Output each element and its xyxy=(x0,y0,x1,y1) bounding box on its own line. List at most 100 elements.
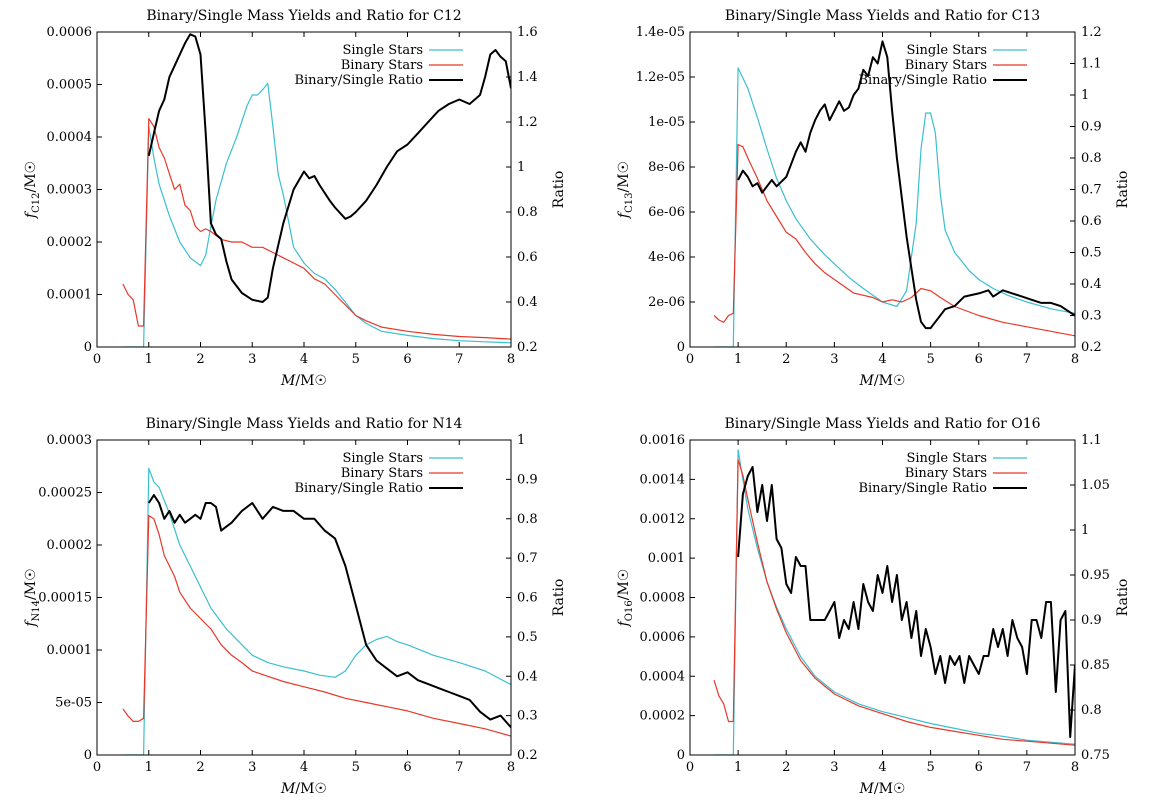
y2-tick-label: 0.4 xyxy=(517,669,538,684)
ratio-line xyxy=(147,494,511,729)
x-tick-label: 1 xyxy=(145,760,153,775)
legend-label: Binary Stars xyxy=(341,58,423,73)
x-tick-label: 1 xyxy=(145,352,153,367)
y2-tick-label: 0.3 xyxy=(517,709,538,724)
x-tick-label: 2 xyxy=(196,352,204,367)
y2-tick-label: 0.9 xyxy=(1081,120,1102,135)
binary-stars-line xyxy=(122,514,511,737)
x-tick-label: 4 xyxy=(878,352,886,367)
y2-tick-label: 1.1 xyxy=(1081,433,1102,448)
y2-tick-label: 0.6 xyxy=(1081,214,1102,229)
legend-label: Binary Stars xyxy=(341,466,423,481)
y2-tick-label: 1.1 xyxy=(1081,57,1102,72)
y2-tick-label: 0.4 xyxy=(1081,277,1102,292)
y2-tick-label: 1 xyxy=(1081,88,1089,103)
y2-tick-label: 0.8 xyxy=(517,205,538,220)
legend-label: Binary/Single Ratio xyxy=(294,481,423,496)
y-tick-label: 0.001 xyxy=(648,551,685,566)
ratio-line xyxy=(737,466,1075,738)
y-tick-label: 2e-06 xyxy=(648,295,685,310)
chart-o16: Binary/Single Mass Yields and Ratio for … xyxy=(616,416,1131,797)
y-tick-label: 8e-06 xyxy=(648,160,685,175)
x-tick-label: 7 xyxy=(1023,760,1031,775)
y-tick-label: 0.0014 xyxy=(640,472,686,487)
x-axis-label: M/M☉ xyxy=(859,373,906,389)
y-tick-label: 5e-05 xyxy=(55,696,92,711)
x-tick-label: 3 xyxy=(830,352,838,367)
x-tick-label: 0 xyxy=(93,352,101,367)
y-tick-label: 0 xyxy=(84,748,92,763)
y2-axis-label: Ratio xyxy=(1115,579,1131,617)
binary-stars-line xyxy=(713,143,1075,337)
x-tick-label: 3 xyxy=(248,352,256,367)
x-tick-label: 5 xyxy=(926,352,934,367)
y-tick-label: 0.0002 xyxy=(640,709,686,724)
binary-stars-line xyxy=(122,117,511,340)
chart-c12: Binary/Single Mass Yields and Ratio for … xyxy=(23,8,567,389)
y2-tick-label: 0.7 xyxy=(1081,183,1102,198)
y2-tick-label: 0.8 xyxy=(517,512,538,527)
x-tick-label: 4 xyxy=(300,352,308,367)
y2-tick-label: 1 xyxy=(517,433,525,448)
y2-tick-label: 1.2 xyxy=(517,115,538,130)
y-tick-label: 0.0004 xyxy=(640,669,686,684)
y2-tick-label: 1.2 xyxy=(1081,25,1102,40)
y-axis-label: fC12/M☉ xyxy=(23,161,42,219)
x-tick-label: 7 xyxy=(455,352,463,367)
chart-title: Binary/Single Mass Yields and Ratio for … xyxy=(724,416,1040,432)
y-tick-label: 1.2e-05 xyxy=(636,70,685,85)
y-tick-label: 0 xyxy=(677,748,685,763)
single-stars-line xyxy=(714,449,1075,755)
x-axis-label: M/M☉ xyxy=(859,781,906,797)
y2-tick-label: 0.2 xyxy=(1081,340,1102,355)
x-tick-label: 2 xyxy=(782,352,790,367)
x-tick-label: 8 xyxy=(1071,352,1079,367)
y2-axis-label: Ratio xyxy=(1115,171,1131,209)
x-tick-label: 2 xyxy=(196,760,204,775)
y-tick-label: 0.0008 xyxy=(640,591,686,606)
x-tick-label: 8 xyxy=(1071,760,1079,775)
y-tick-label: 0.0004 xyxy=(47,130,93,145)
y-tick-label: 0.0001 xyxy=(47,643,93,658)
y-tick-label: 0.0005 xyxy=(47,78,93,93)
y-tick-label: 1.4e-05 xyxy=(636,25,685,40)
x-tick-label: 7 xyxy=(455,760,463,775)
y2-tick-label: 0.6 xyxy=(517,250,538,265)
x-axis-label: M/M☉ xyxy=(280,781,327,797)
y2-tick-label: 0.9 xyxy=(1081,613,1102,628)
x-tick-label: 3 xyxy=(830,760,838,775)
chart-n14: Binary/Single Mass Yields and Ratio for … xyxy=(23,416,567,797)
legend-label: Single Stars xyxy=(342,451,423,466)
y2-tick-label: 0.5 xyxy=(1081,246,1102,261)
y2-tick-label: 1.05 xyxy=(1081,478,1110,493)
single-stars-line xyxy=(122,82,511,347)
y-tick-label: 4e-06 xyxy=(648,250,685,265)
y2-tick-label: 0.6 xyxy=(517,591,538,606)
legend-label: Binary/Single Ratio xyxy=(294,73,423,88)
chart-title: Binary/Single Mass Yields and Ratio for … xyxy=(725,8,1040,24)
legend-label: Binary/Single Ratio xyxy=(858,73,987,88)
y-tick-label: 0.0003 xyxy=(47,183,93,198)
y2-tick-label: 0.95 xyxy=(1081,568,1110,583)
y-tick-label: 0.0002 xyxy=(47,538,93,553)
chart-c13: Binary/Single Mass Yields and Ratio for … xyxy=(616,8,1131,389)
y2-tick-label: 1 xyxy=(1081,523,1089,538)
y2-axis-label: Ratio xyxy=(551,579,567,617)
y2-tick-label: 1 xyxy=(517,160,525,175)
y-tick-label: 0.0001 xyxy=(47,288,93,303)
x-tick-label: 6 xyxy=(403,760,411,775)
x-tick-label: 5 xyxy=(352,760,360,775)
x-tick-label: 7 xyxy=(1023,352,1031,367)
y-tick-label: 0 xyxy=(84,340,92,355)
y-tick-label: 0.0006 xyxy=(47,25,93,40)
chart-title: Binary/Single Mass Yields and Ratio for … xyxy=(146,416,463,432)
y2-tick-label: 0.9 xyxy=(517,472,538,487)
ratio-line xyxy=(147,33,511,303)
chart-title: Binary/Single Mass Yields and Ratio for … xyxy=(146,8,461,24)
x-tick-label: 0 xyxy=(93,760,101,775)
y2-tick-label: 0.5 xyxy=(517,630,538,645)
x-tick-label: 0 xyxy=(686,352,694,367)
legend-label: Single Stars xyxy=(906,43,987,58)
y2-tick-label: 0.3 xyxy=(1081,309,1102,324)
binary-stars-line xyxy=(713,459,1075,746)
